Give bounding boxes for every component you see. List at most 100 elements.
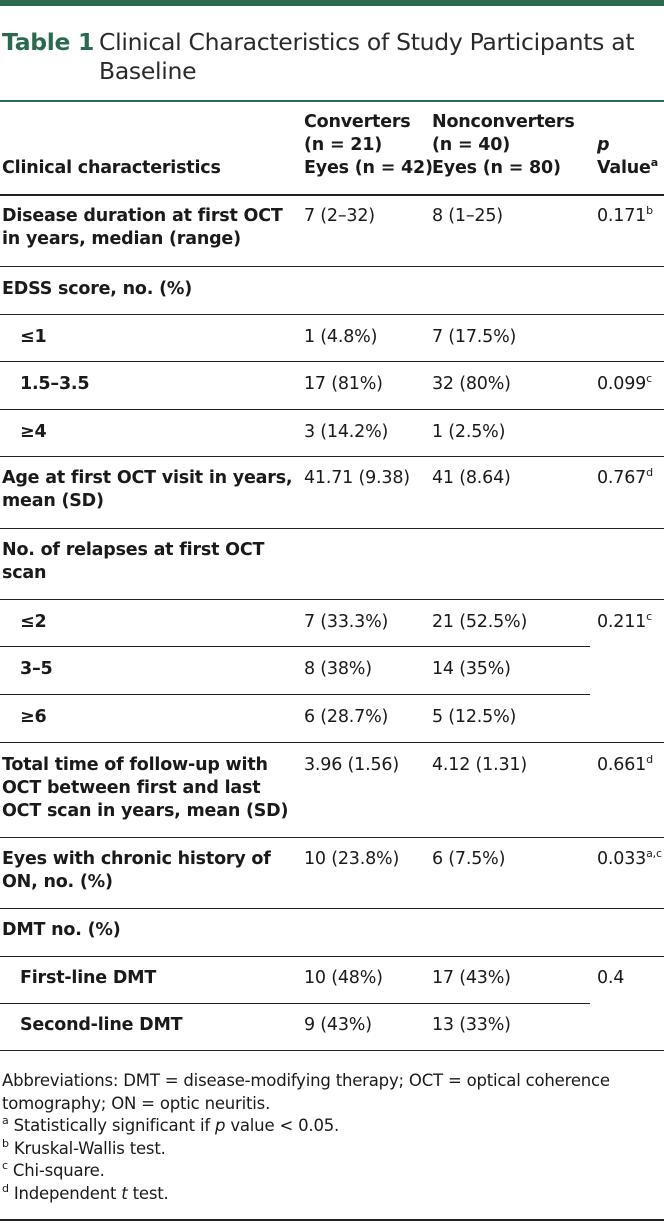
row-duration-label-line2: in years, median (range)	[2, 229, 241, 249]
table-caption: Clinical Characteristics of Study Partic…	[99, 28, 635, 85]
row-relapses-label: No. of relapses at first OCT scan	[2, 539, 264, 585]
row-edss-label: EDSS score, no. (%)	[2, 279, 192, 299]
row-age-p-sup: d	[646, 466, 653, 479]
footnote-abbreviations-line2: tomography; ON = optic neuritis.	[2, 1093, 271, 1113]
row-divider	[0, 694, 590, 695]
row-divider	[0, 361, 664, 362]
row-rel-3-5-converters: 8 (38%)	[304, 659, 372, 679]
footnote-c: c Chi-square.	[2, 1160, 662, 1183]
row-edss-mid-label: 1.5–3.5	[20, 374, 90, 394]
footnote-d-text-end: test.	[127, 1183, 169, 1203]
row-age-label-line2: mean (SD)	[2, 491, 104, 511]
header-top-rule	[0, 100, 664, 102]
row-edss-mid-nonconverters: 32 (80%)	[432, 374, 511, 394]
row-age-converters: 41.71 (9.38)	[304, 468, 410, 488]
row-divider	[0, 646, 590, 647]
row-edss-le1-converters: 1 (4.8%)	[304, 327, 378, 347]
row-relapses-p-value: 0.211	[597, 612, 647, 632]
row-followup-label: Total time of follow-up with OCT between…	[2, 754, 289, 823]
footnote-a-text-end: value < 0.05.	[225, 1116, 340, 1135]
row-rel-le2-label: ≤2	[20, 612, 47, 632]
table-bottom-rule	[0, 1050, 664, 1051]
row-divider	[0, 1003, 590, 1004]
row-eyes-on-label: Eyes with chronic history of ON, no. (%)	[2, 848, 271, 894]
row-duration-converters: 7 (2–32)	[304, 206, 375, 226]
row-divider	[0, 956, 664, 957]
row-age-label-line1: Age at first OCT visit in years,	[2, 468, 293, 488]
table-footnotes: Abbreviations: DMT = disease-modifying t…	[2, 1070, 662, 1205]
row-eyes-on-label-line2: ON, no. (%)	[2, 872, 113, 892]
footnote-b: b Kruskal-Wallis test.	[2, 1138, 662, 1161]
col-header-converters-line2: (n = 21)	[304, 135, 383, 155]
row-edss-le1-label: ≤1	[20, 327, 47, 347]
row-followup-label-line2: OCT between first and last	[2, 778, 261, 798]
row-dmt-label: DMT no. (%)	[2, 920, 121, 940]
row-duration-label-line1: Disease duration at first OCT	[2, 206, 283, 226]
footnote-a: a Statistically significant if p value <…	[2, 1115, 662, 1138]
footnote-c-text: Chi-square.	[7, 1161, 105, 1180]
header-bottom-rule	[0, 194, 664, 196]
row-divider	[0, 837, 664, 838]
row-edss-ge4-nonconverters: 1 (2.5%)	[432, 422, 506, 442]
row-relapses-p: 0.211c	[597, 611, 652, 634]
row-followup-converters: 3.96 (1.56)	[304, 755, 399, 775]
row-dmt-first-converters: 10 (48%)	[304, 968, 383, 988]
row-relapses-label-line1: No. of relapses at first OCT	[2, 540, 265, 560]
col-header-p-sup: a	[650, 156, 658, 169]
row-duration-p-value: 0.171	[597, 206, 647, 226]
row-followup-p-sup: d	[646, 753, 653, 766]
row-rel-ge6-converters: 6 (28.7%)	[304, 707, 389, 727]
footnote-d: d Independent t test.	[2, 1183, 662, 1206]
col-header-nonconverters-line3: Eyes (n = 80)	[432, 158, 561, 178]
row-edss-mid-converters: 17 (81%)	[304, 374, 383, 394]
row-rel-ge6-label: ≥6	[20, 707, 47, 727]
footnote-abbreviations-line1: Abbreviations: DMT = disease-modifying t…	[2, 1071, 610, 1090]
footnote-a-text-start: Statistically significant if	[8, 1116, 215, 1135]
row-divider	[0, 742, 664, 743]
row-eyes-on-p-sup: a,c	[646, 847, 662, 860]
row-age-nonconverters: 41 (8.64)	[432, 468, 511, 488]
row-divider	[0, 528, 664, 529]
row-rel-3-5-label: 3–5	[20, 659, 53, 679]
row-dmt-second-nonconverters: 13 (33%)	[432, 1015, 511, 1035]
row-divider	[0, 266, 664, 267]
row-edss-ge4-label: ≥4	[20, 422, 47, 442]
row-dmt-first-label: First-line DMT	[20, 968, 157, 988]
row-eyes-on-p-value: 0.033	[597, 849, 647, 869]
footnote-b-text: Kruskal-Wallis test.	[8, 1138, 166, 1158]
row-rel-ge6-nonconverters: 5 (12.5%)	[432, 707, 517, 727]
row-age-label: Age at first OCT visit in years, mean (S…	[2, 467, 293, 513]
col-header-p-value: p Valuea	[597, 134, 658, 180]
footnote-d-text-start: Independent	[8, 1183, 122, 1203]
col-header-converters: Converters (n = 21) Eyes (n = 42)	[304, 111, 433, 180]
col-header-nonconverters-line2: (n = 40)	[432, 135, 511, 155]
col-header-characteristics: Clinical characteristics	[2, 158, 221, 178]
footnote-a-marker: a	[2, 1114, 9, 1127]
footnote-b-marker: b	[2, 1136, 9, 1150]
footnote-d-marker: d	[2, 1181, 9, 1195]
footnotes-bottom-rule	[0, 1219, 664, 1221]
row-divider	[0, 456, 664, 457]
footnote-c-marker: c	[2, 1159, 8, 1172]
row-followup-p: 0.661d	[597, 754, 653, 777]
row-duration-nonconverters: 8 (1–25)	[432, 206, 503, 226]
row-dmt-p: 0.4	[597, 968, 625, 988]
row-relapses-label-line2: scan	[2, 563, 47, 583]
row-followup-label-line3: OCT scan in years, mean (SD)	[2, 801, 289, 821]
row-edss-p: 0.099c	[597, 373, 652, 396]
row-duration-label: Disease duration at first OCT in years, …	[2, 205, 283, 251]
row-followup-p-value: 0.661	[597, 755, 647, 775]
row-rel-le2-converters: 7 (33.3%)	[304, 612, 389, 632]
row-dmt-first-nonconverters: 17 (43%)	[432, 968, 511, 988]
row-duration-p: 0.171b	[597, 205, 653, 228]
table-label: Table 1	[2, 28, 95, 56]
col-header-p-letter: p	[597, 135, 610, 155]
row-edss-p-sup: c	[646, 372, 652, 385]
row-duration-p-sup: b	[646, 204, 653, 217]
row-divider	[0, 908, 664, 909]
row-eyes-on-converters: 10 (23.8%)	[304, 849, 400, 869]
row-edss-le1-nonconverters: 7 (17.5%)	[432, 327, 517, 347]
col-header-value-text: Value	[597, 158, 651, 178]
row-followup-nonconverters: 4.12 (1.31)	[432, 755, 527, 775]
col-header-nonconverters-line1: Nonconverters	[432, 112, 575, 132]
